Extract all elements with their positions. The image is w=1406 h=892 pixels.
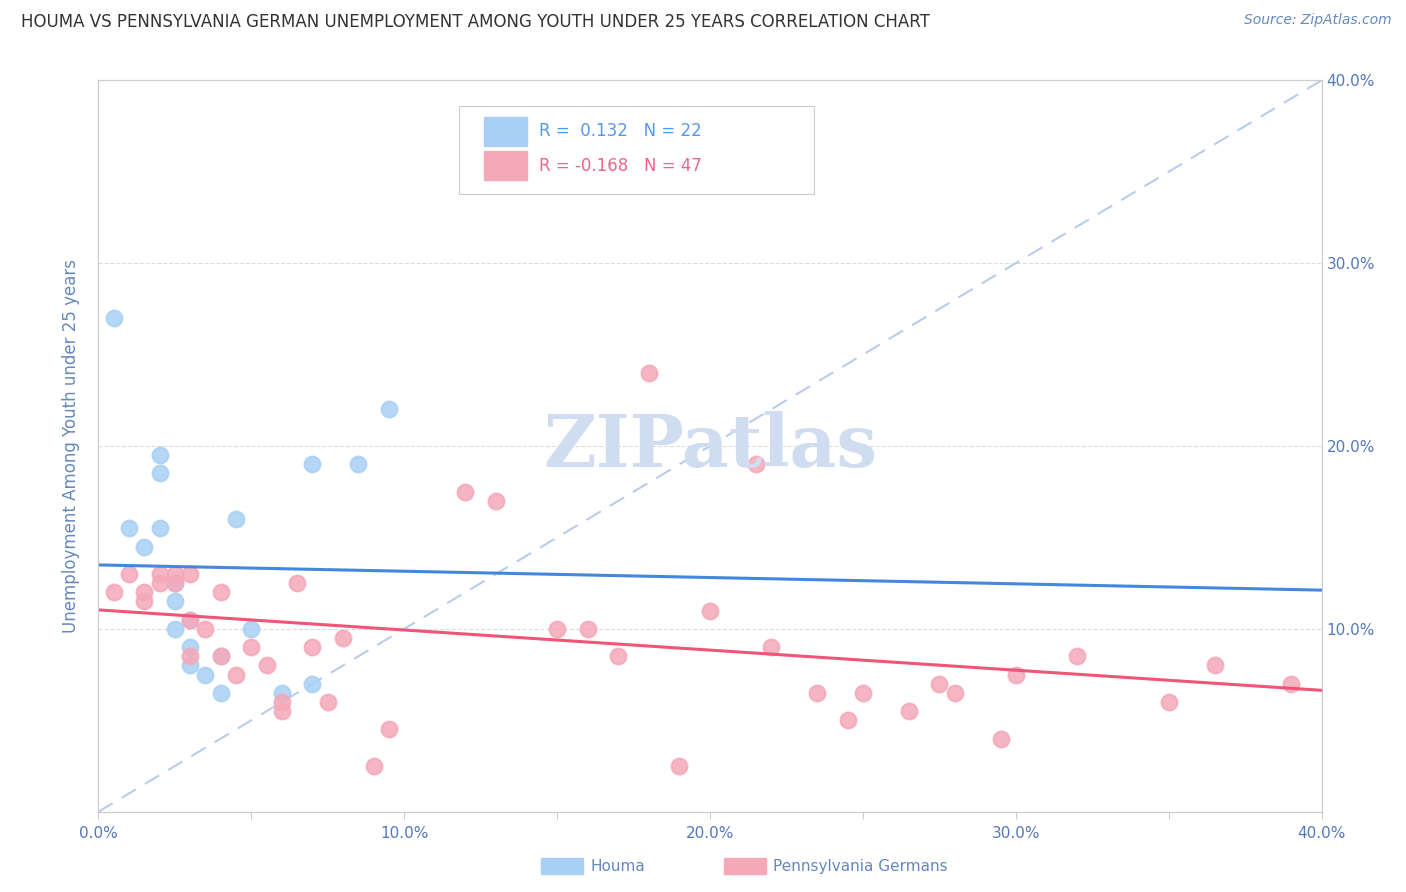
Point — [454, 484, 477, 499]
Point — [149, 567, 172, 582]
Point — [759, 640, 782, 655]
Point — [256, 658, 278, 673]
Point — [1204, 658, 1226, 673]
Point — [225, 512, 247, 526]
Point — [209, 649, 232, 664]
Text: HOUMA VS PENNSYLVANIA GERMAN UNEMPLOYMENT AMONG YOUTH UNDER 25 YEARS CORRELATION: HOUMA VS PENNSYLVANIA GERMAN UNEMPLOYMEN… — [21, 13, 929, 31]
Point — [270, 686, 292, 700]
Point — [194, 622, 217, 636]
Point — [179, 640, 201, 655]
Text: ZIPatlas: ZIPatlas — [543, 410, 877, 482]
Point — [134, 594, 156, 608]
Point — [179, 567, 201, 582]
Point — [1066, 649, 1088, 664]
Point — [134, 585, 156, 599]
Point — [943, 686, 966, 700]
Point — [209, 585, 232, 599]
Point — [1157, 695, 1180, 709]
Point — [301, 676, 323, 690]
Point — [240, 640, 263, 655]
Point — [118, 567, 141, 582]
Text: R = -0.168   N = 47: R = -0.168 N = 47 — [538, 157, 702, 175]
Point — [179, 649, 201, 664]
Point — [990, 731, 1012, 746]
Point — [118, 521, 141, 535]
Point — [163, 594, 186, 608]
Point — [240, 622, 263, 636]
Point — [179, 613, 201, 627]
Point — [149, 521, 172, 535]
Point — [270, 695, 292, 709]
Point — [209, 686, 232, 700]
Point — [637, 366, 661, 380]
Point — [301, 458, 323, 472]
Point — [1004, 667, 1026, 681]
Point — [270, 704, 292, 718]
Point — [332, 631, 354, 645]
Point — [149, 448, 172, 462]
Point — [316, 695, 339, 709]
Point — [378, 723, 401, 737]
Point — [149, 576, 172, 591]
Text: Source: ZipAtlas.com: Source: ZipAtlas.com — [1244, 13, 1392, 28]
Point — [347, 458, 370, 472]
FancyBboxPatch shape — [484, 152, 526, 180]
Point — [363, 759, 385, 773]
FancyBboxPatch shape — [484, 117, 526, 146]
Point — [301, 640, 323, 655]
Text: Houma: Houma — [591, 859, 645, 873]
Point — [134, 540, 156, 554]
Point — [225, 667, 247, 681]
Point — [163, 576, 186, 591]
Point — [837, 714, 859, 728]
Point — [163, 567, 186, 582]
Point — [103, 311, 125, 326]
Point — [897, 704, 920, 718]
Point — [149, 467, 172, 481]
Text: R =  0.132   N = 22: R = 0.132 N = 22 — [538, 122, 702, 140]
Point — [699, 603, 721, 617]
FancyBboxPatch shape — [460, 106, 814, 194]
Point — [179, 658, 201, 673]
Point — [285, 576, 308, 591]
Point — [576, 622, 599, 636]
Point — [163, 622, 186, 636]
Point — [179, 613, 201, 627]
Point — [1279, 676, 1302, 690]
Point — [163, 576, 186, 591]
Point — [806, 686, 828, 700]
Text: Pennsylvania Germans: Pennsylvania Germans — [773, 859, 948, 873]
Point — [607, 649, 630, 664]
Point — [852, 686, 875, 700]
Y-axis label: Unemployment Among Youth under 25 years: Unemployment Among Youth under 25 years — [62, 259, 80, 633]
Point — [745, 458, 768, 472]
Point — [546, 622, 568, 636]
Point — [209, 649, 232, 664]
Point — [378, 402, 401, 417]
Point — [103, 585, 125, 599]
Point — [194, 667, 217, 681]
Point — [668, 759, 690, 773]
Point — [928, 676, 950, 690]
Point — [485, 493, 508, 508]
